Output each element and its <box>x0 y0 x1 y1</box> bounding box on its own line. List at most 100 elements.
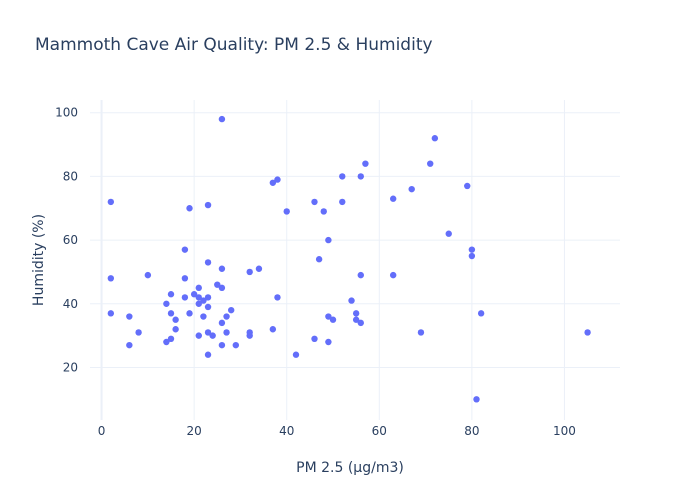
y-tick-label: 60 <box>63 233 78 247</box>
data-point <box>255 265 263 272</box>
data-point <box>468 246 476 253</box>
data-point <box>186 310 193 317</box>
data-point <box>144 271 152 279</box>
data-point <box>167 291 175 298</box>
data-point <box>172 316 179 323</box>
data-point <box>167 310 175 317</box>
data-point <box>352 310 360 317</box>
data-point <box>200 313 207 320</box>
data-point <box>320 208 327 215</box>
data-point <box>352 316 360 323</box>
x-axis-title: PM 2.5 (µg/m3) <box>296 460 404 476</box>
x-tick-label: 100 <box>553 424 576 438</box>
data-point <box>389 195 397 202</box>
data-point <box>339 198 346 206</box>
x-tick-label: 20 <box>187 424 202 438</box>
data-point <box>204 303 212 311</box>
data-point <box>269 179 277 186</box>
data-point <box>329 316 337 323</box>
data-point <box>274 176 281 183</box>
x-tick-label: 80 <box>464 424 479 438</box>
data-point <box>468 252 476 260</box>
gridlines <box>90 100 620 420</box>
data-point <box>232 341 240 349</box>
data-point <box>325 338 332 346</box>
data-point <box>408 185 415 193</box>
data-point <box>246 268 253 276</box>
data-point <box>107 310 115 317</box>
data-point <box>204 294 212 301</box>
data-point <box>477 310 485 317</box>
data-point <box>214 281 221 288</box>
data-point <box>126 313 133 320</box>
data-point <box>311 335 318 343</box>
data-point <box>223 329 230 336</box>
data-point <box>445 230 452 237</box>
y-axis-ticks: 20 40 60 80 100 <box>55 106 78 375</box>
data-point <box>223 313 230 320</box>
data-point <box>181 294 189 301</box>
data-point <box>135 329 142 336</box>
data-point <box>107 198 115 206</box>
data-point <box>325 236 332 244</box>
data-point <box>195 332 202 339</box>
data-point <box>274 294 281 301</box>
data-point <box>204 351 212 358</box>
data-point <box>163 338 170 346</box>
data-point <box>204 201 212 209</box>
y-tick-label: 80 <box>63 169 78 183</box>
chart-title: Mammoth Cave Air Quality: PM 2.5 & Humid… <box>35 35 433 55</box>
data-point <box>204 329 212 336</box>
data-point <box>325 313 332 320</box>
y-tick-label: 40 <box>63 297 78 311</box>
data-point <box>311 198 318 206</box>
data-point <box>200 297 207 304</box>
data-point <box>269 326 277 333</box>
data-point <box>195 294 202 301</box>
x-tick-label: 60 <box>372 424 387 438</box>
data-point <box>163 300 170 307</box>
data-point <box>431 135 439 142</box>
data-point <box>167 335 175 343</box>
data-point <box>181 275 189 282</box>
data-point <box>195 284 202 292</box>
data-point <box>218 341 226 349</box>
data-point <box>218 115 226 123</box>
data-point <box>357 319 364 327</box>
data-point <box>362 160 369 167</box>
data-point <box>195 300 202 307</box>
data-point <box>227 306 235 314</box>
data-point <box>172 326 179 333</box>
data-point <box>126 341 133 349</box>
data-point <box>315 256 323 263</box>
y-axis-title: Humidity (%) <box>31 214 47 306</box>
data-point <box>186 205 193 212</box>
data-point <box>204 259 212 266</box>
data-point <box>218 319 226 327</box>
data-point <box>389 271 397 279</box>
data-point <box>283 208 290 215</box>
data-point <box>181 246 189 253</box>
y-tick-label: 100 <box>55 106 78 120</box>
data-point <box>339 173 346 180</box>
data-point <box>218 284 226 292</box>
data-point <box>107 275 115 282</box>
data-point <box>427 160 434 167</box>
data-points <box>107 115 591 403</box>
data-point <box>246 332 253 339</box>
y-tick-label: 20 <box>63 360 78 374</box>
data-point <box>357 173 364 180</box>
data-point <box>357 271 364 279</box>
data-point <box>348 297 355 304</box>
data-point <box>190 291 198 298</box>
x-axis-ticks: 0 20 40 60 80 100 <box>98 424 576 438</box>
x-tick-label: 40 <box>279 424 294 438</box>
data-point <box>464 182 471 190</box>
data-point <box>209 332 216 339</box>
x-tick-label: 0 <box>98 424 106 438</box>
data-point <box>584 329 591 336</box>
data-point <box>417 329 425 336</box>
data-point <box>292 351 300 358</box>
